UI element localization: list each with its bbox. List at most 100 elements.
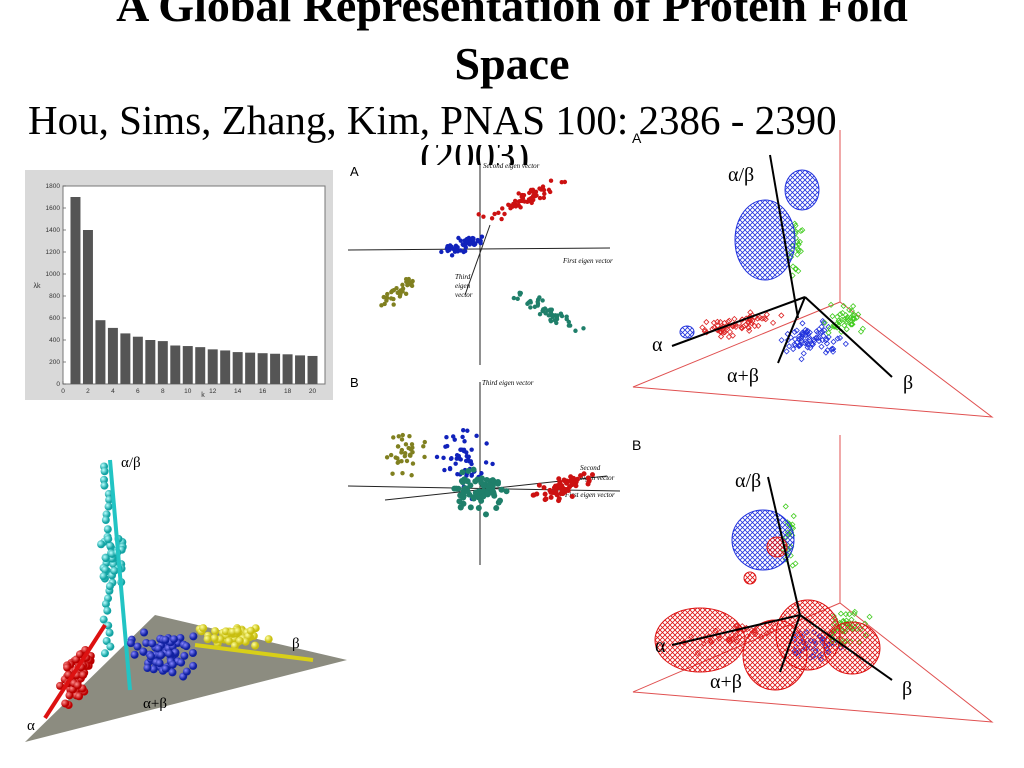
red-ball [61, 699, 70, 708]
teal-point [550, 314, 555, 319]
alpha-beta-axis [769, 154, 799, 319]
teal-point [535, 299, 540, 304]
second-label: Second [580, 464, 601, 472]
red-point [548, 178, 554, 183]
green-marker [851, 608, 858, 615]
first-eigen-vector-label-b: First eigen vector [564, 491, 615, 499]
olive-point [400, 432, 405, 438]
blue-ball [165, 649, 174, 658]
blue-point [472, 241, 478, 247]
green-marker [835, 317, 842, 324]
x-tick-label: 8 [161, 388, 165, 395]
red-point [492, 211, 497, 217]
olive-point [407, 453, 413, 458]
red-point [502, 211, 507, 217]
bar [245, 352, 256, 384]
yellow-ball [251, 641, 260, 650]
base-triangle [632, 301, 994, 418]
blue-marker [799, 333, 806, 340]
blue-ball [140, 628, 149, 637]
teal-point [460, 494, 467, 501]
beta-label: β [902, 678, 912, 700]
cyan-ball [104, 535, 113, 544]
red-marker [740, 323, 747, 330]
green-marker [792, 222, 799, 229]
blue-marker [830, 338, 837, 345]
blue-marker [822, 337, 830, 344]
blue-marker [790, 345, 797, 353]
red-marker [726, 317, 733, 324]
teal-point [564, 316, 569, 322]
teal-point [493, 505, 500, 512]
yellow-ball [199, 624, 208, 633]
green-marker [840, 302, 847, 310]
red-density-blob-small [766, 536, 788, 558]
yellow-ball [224, 637, 233, 646]
blue-marker [793, 339, 801, 346]
yellow-ball [221, 627, 230, 636]
blue-point [465, 428, 470, 433]
teal-point [548, 317, 553, 323]
alpha-plus-beta-label: α+β [710, 671, 742, 693]
bar [182, 346, 193, 384]
blue-point [463, 458, 469, 463]
green-marker [821, 319, 828, 326]
y-tick-label: 1200 [46, 249, 61, 256]
bar [220, 350, 231, 384]
blue-marker [778, 337, 785, 344]
red-ball [79, 671, 88, 680]
teal-point [482, 511, 489, 518]
olive-point [388, 452, 394, 458]
olive-point [409, 283, 415, 289]
blue-point [464, 453, 469, 459]
teal-point [491, 492, 498, 499]
teal-point [535, 303, 540, 308]
red-point [556, 496, 562, 502]
green-marker [792, 265, 799, 272]
blue-marker [818, 323, 825, 330]
small-density-blob [679, 325, 695, 339]
beta-axis [799, 614, 893, 681]
bar [145, 340, 156, 384]
red-point [552, 486, 558, 492]
cyan-ball [97, 540, 106, 549]
beta-label: β [292, 636, 300, 652]
blue-ball [143, 664, 152, 673]
teal-point [483, 476, 490, 483]
green-marker [797, 227, 804, 235]
red-marker [717, 333, 725, 340]
cyan-ball [99, 572, 108, 581]
first-eigen-vector-label: First eigen vector [562, 257, 613, 265]
red-point [548, 489, 554, 495]
bar [95, 320, 106, 384]
teal-point [478, 475, 485, 482]
teal-point [498, 486, 505, 493]
blue-point [455, 249, 460, 254]
olive-point [385, 291, 390, 297]
panel-a-label: A [350, 164, 359, 179]
red-point [500, 206, 505, 211]
teal-point [475, 504, 482, 511]
red-marker [717, 318, 724, 326]
blue-marker [792, 342, 799, 349]
eigen-vector-label: eigen vector [580, 474, 615, 482]
olive-point [405, 282, 410, 288]
green-marker [841, 322, 848, 329]
blue-marker [818, 343, 825, 350]
olive-point [410, 278, 415, 284]
red-point [508, 206, 513, 211]
cyan-ball [105, 582, 114, 591]
blue-point [434, 454, 440, 460]
green-marker [842, 611, 849, 618]
green-marker [843, 326, 850, 333]
green-marker [791, 220, 798, 227]
blue-ball [177, 658, 186, 667]
density-mesh-b-svg: B α/β α α+β β [632, 435, 994, 723]
olive-point [379, 303, 384, 308]
blue-marker [842, 340, 849, 347]
red-ball [56, 681, 65, 690]
olive-point [399, 450, 404, 455]
cyan-ball [105, 628, 114, 637]
green-marker [866, 613, 873, 620]
y-tick-label: 1600 [46, 205, 61, 212]
